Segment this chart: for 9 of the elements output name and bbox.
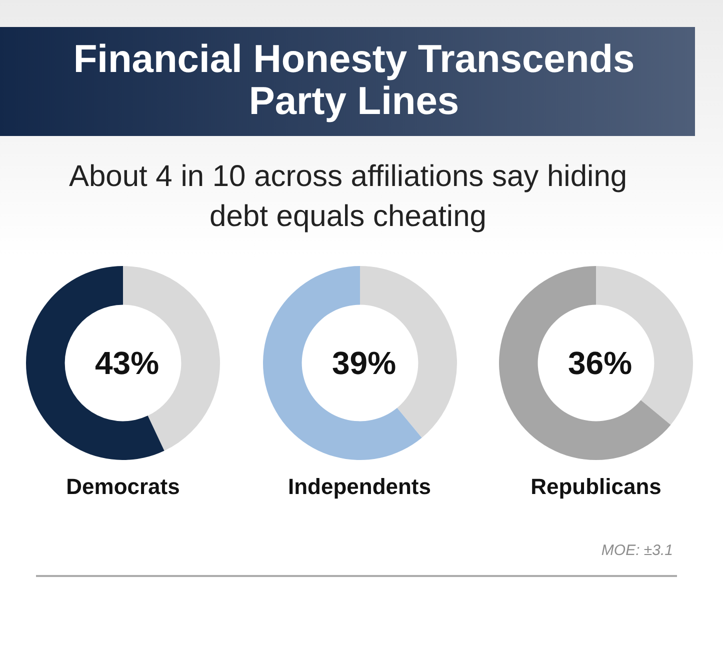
data-label: 36% — [568, 344, 632, 381]
text: Republicans — [530, 474, 662, 500]
text: MOE: ±3.1 — [601, 542, 673, 560]
text: Independents — [286, 474, 432, 500]
data-label: 43% — [94, 344, 160, 381]
text: About 4 in 10 across affiliations say hiding debt equals cheating — [68, 159, 628, 235]
text: Financial Honesty Transcends Party Lines — [72, 38, 636, 123]
text: Democrats — [65, 474, 181, 500]
data-label: 39% — [331, 344, 396, 381]
